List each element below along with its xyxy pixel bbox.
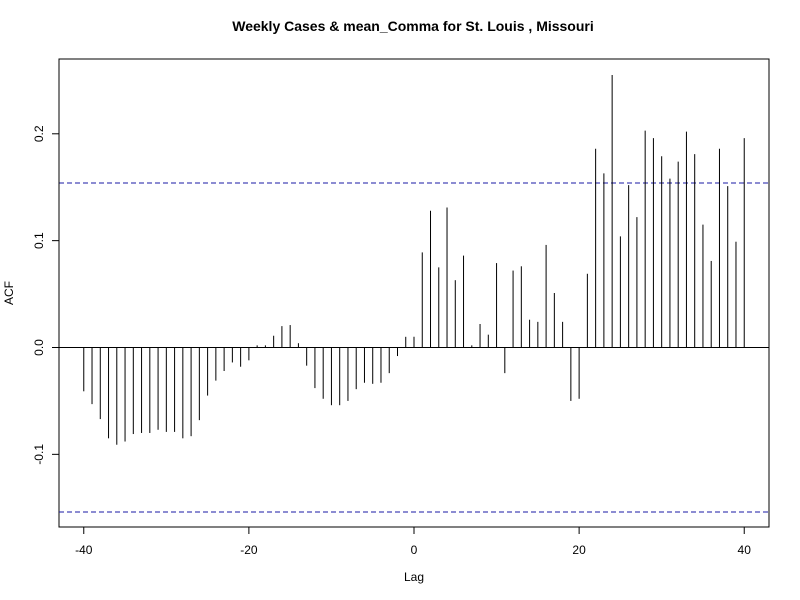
acf-bars [83, 75, 745, 445]
y-tick-label: -0.1 [32, 444, 46, 465]
y-axis-label: ACF [2, 281, 16, 305]
y-tick-label: 0.1 [32, 232, 46, 249]
x-axis: -40 -20 0 20 40 [75, 526, 752, 557]
x-tick-label: -20 [240, 543, 258, 557]
y-tick-label: 0.2 [32, 125, 46, 142]
x-tick-label: -40 [75, 543, 93, 557]
chart-title: Weekly Cases & mean_Comma for St. Louis … [232, 18, 594, 34]
plot-frame [58, 58, 770, 528]
x-tick-label: 40 [738, 543, 752, 557]
y-tick-label: 0.0 [32, 339, 46, 356]
x-axis-label: Lag [404, 570, 424, 584]
x-tick-label: 0 [411, 543, 418, 557]
x-tick-label: 20 [572, 543, 586, 557]
y-axis: -0.1 0.0 0.1 0.2 [32, 125, 60, 465]
